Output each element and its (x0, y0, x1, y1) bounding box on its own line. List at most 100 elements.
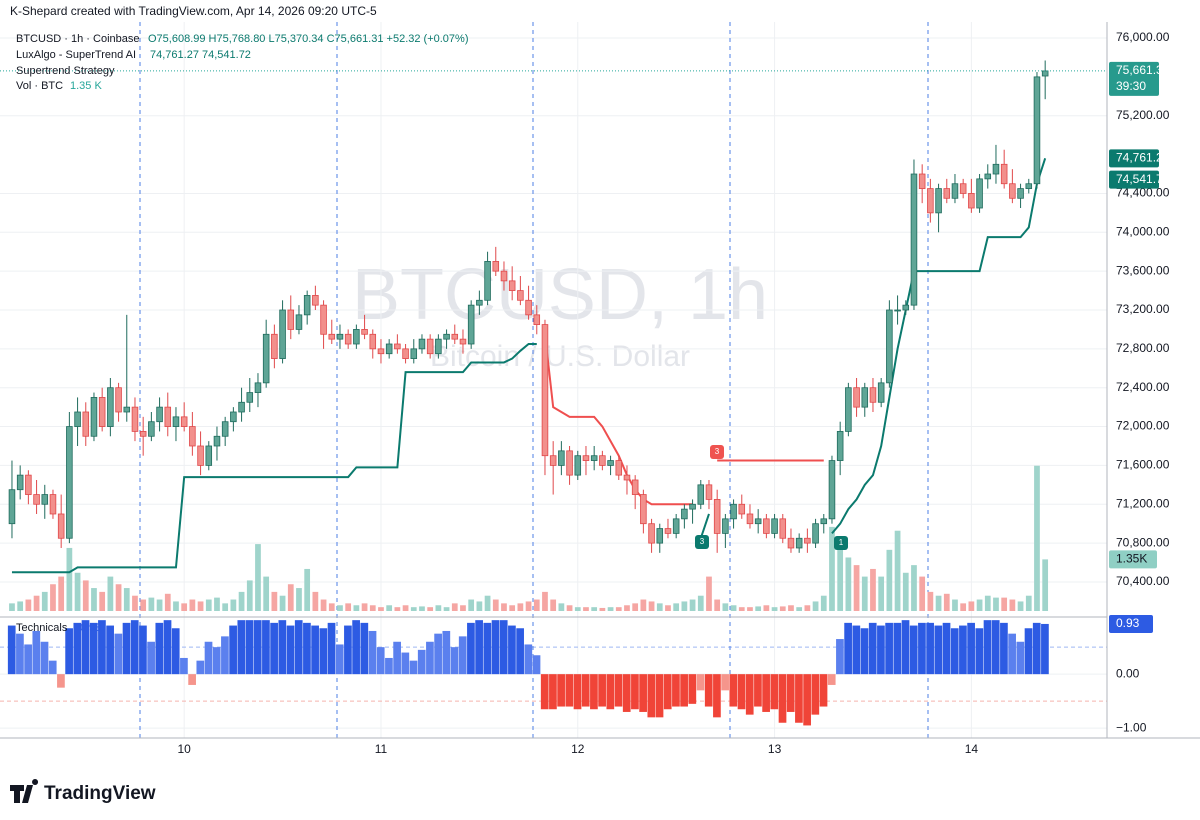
x-tick-label: 14 (965, 742, 979, 756)
candle-body (451, 333, 459, 340)
candle-body (492, 261, 500, 272)
candle-body (189, 426, 196, 447)
technicals-bar (614, 674, 623, 707)
technicals-bar (516, 628, 524, 675)
candle-body (180, 416, 188, 427)
candle-body (943, 188, 951, 199)
technicals-bar (762, 674, 770, 712)
legend-indicator-values: 74,761.27 74,541.72 (150, 49, 251, 61)
candle-body (467, 304, 475, 345)
y-tick-label: 75,200.00 (1116, 108, 1170, 122)
supertrend-box (1109, 149, 1159, 168)
legend-ohlc: O75,608.99 H75,768.80 L75,370.34 C75,661… (148, 33, 468, 45)
candle-body (1017, 188, 1024, 199)
volume-bar (1009, 599, 1016, 611)
candle-body (615, 460, 623, 476)
technicals-bar (229, 625, 237, 675)
candle-body (25, 474, 32, 495)
volume-bar (140, 599, 147, 611)
candle-body (517, 290, 524, 301)
technicals-bar (942, 622, 951, 675)
technicals-bar (171, 628, 180, 675)
candle-body (418, 338, 426, 350)
candle-body (631, 479, 639, 495)
technicals-bar (401, 652, 410, 675)
technicals-bar (926, 622, 934, 675)
volume-bar (328, 603, 335, 611)
technicals-bar (508, 625, 516, 675)
volume-bar (123, 588, 130, 611)
technicals-bar (557, 674, 565, 707)
volume-bar (238, 591, 245, 611)
volume-bar (1025, 595, 1032, 611)
volume-bar (222, 603, 229, 611)
technicals-bar (524, 644, 533, 675)
technicals-bar (860, 628, 869, 675)
volume-bar (58, 576, 65, 611)
volume-bar (255, 544, 261, 611)
candle-body (648, 523, 655, 544)
candle-body (426, 338, 434, 355)
volume-bar (74, 572, 81, 611)
technicals-bar (745, 674, 754, 715)
technicals-bar (827, 674, 836, 685)
technicals-bar (393, 641, 401, 675)
candle-body (107, 387, 114, 427)
volume-bar (870, 568, 876, 611)
volume-bar (386, 605, 393, 611)
technicals-bar (967, 622, 975, 675)
volume-bar (9, 603, 15, 611)
candle-body (1000, 163, 1008, 185)
technicals-bar (770, 674, 779, 710)
technicals-bar (1000, 622, 1008, 675)
candle-body (713, 499, 721, 534)
volume-bar (214, 597, 220, 611)
candle-body (902, 304, 910, 311)
technicals-bar (778, 674, 787, 723)
volume-bar (443, 607, 450, 611)
volume-bar (271, 591, 278, 611)
volume-bar (861, 576, 868, 611)
candle-body (295, 314, 303, 330)
candle-body (1041, 70, 1049, 77)
candle-body (927, 188, 934, 214)
volume-bar (648, 601, 655, 611)
candle-body (607, 460, 614, 466)
candle-body (836, 431, 844, 461)
volume-bar (337, 605, 343, 611)
technicals-bar (1032, 622, 1041, 675)
volume-bar (279, 595, 286, 611)
volume-bar (345, 603, 352, 611)
technicals-bar (180, 657, 188, 675)
candle-body (336, 333, 344, 340)
volume-bar (763, 605, 770, 611)
volume-bar (361, 603, 368, 611)
candle-body (853, 387, 860, 408)
technicals-bar (286, 625, 295, 675)
candle-body (164, 406, 172, 427)
volume-bar (779, 606, 786, 611)
technicals-bar (376, 647, 385, 675)
volume-bar (599, 607, 606, 611)
candle-body (344, 333, 352, 345)
candle-body (976, 178, 983, 209)
technicals-bar (836, 639, 844, 675)
candle-body (197, 445, 204, 466)
volume-bar (640, 599, 647, 611)
volume-bar (1017, 601, 1024, 611)
legend-volume-value: 1.35 K (70, 80, 102, 92)
candle-body (738, 503, 746, 515)
y-tick-label: 71,200.00 (1116, 496, 1170, 510)
technicals-bar (270, 622, 278, 675)
volume-bar (246, 580, 253, 611)
volume-bar (574, 607, 581, 611)
technicals-bar (737, 674, 746, 710)
volume-bar (468, 599, 475, 611)
candle-body (205, 445, 213, 466)
candle-body (123, 406, 131, 413)
volume-bar (853, 565, 860, 611)
technicals-bar (918, 622, 926, 675)
volume-bar (550, 599, 557, 611)
y-tick-label: 74,400.00 (1116, 186, 1170, 200)
technicals-bar (24, 644, 32, 675)
